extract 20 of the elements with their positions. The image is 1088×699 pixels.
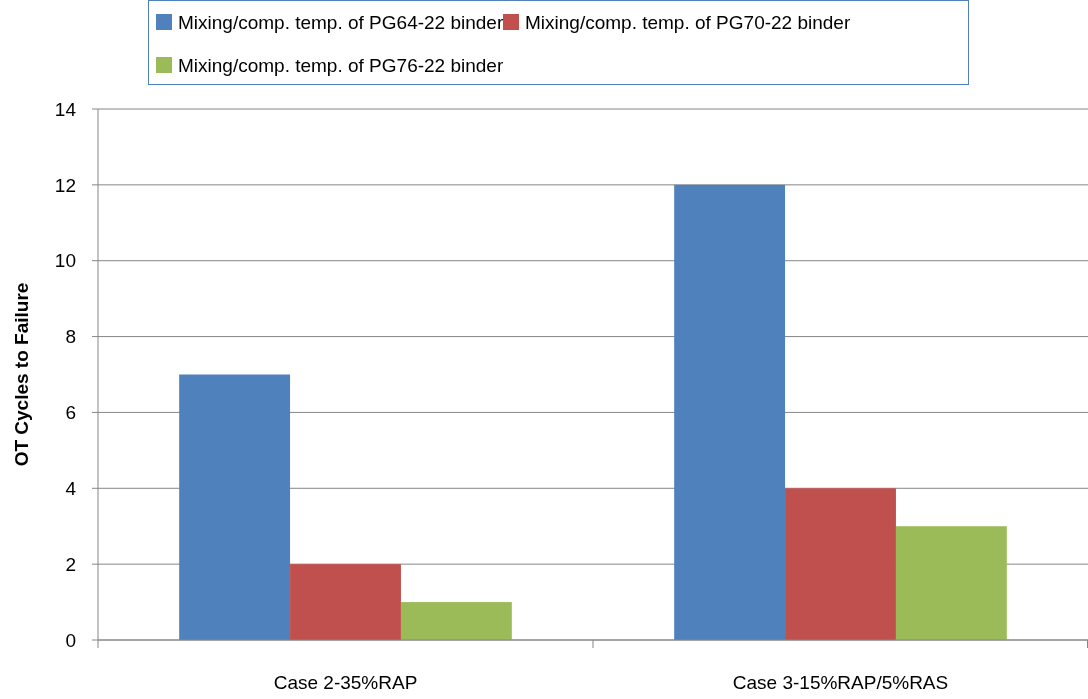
bar (290, 564, 401, 640)
legend-label: Mixing/comp. temp. of PG70-22 binder (525, 11, 851, 33)
bar (674, 184, 786, 640)
bar (785, 488, 896, 640)
bar (179, 374, 291, 640)
y-tick-label: 6 (65, 402, 76, 424)
y-tick-label: 12 (54, 174, 76, 196)
y-axis-title: OT Cycles to Failure (11, 282, 32, 467)
x-tick-label: Case 3-15%RAP/5%RAS (732, 672, 949, 693)
y-tick-label: 0 (65, 629, 76, 651)
legend-label: Mixing/comp. temp. of PG64-22 binder (178, 11, 504, 33)
y-tick-label: 8 (65, 326, 76, 348)
y-tick-label: 14 (54, 98, 77, 120)
bar (400, 602, 512, 640)
legend-label: Mixing/comp. temp. of PG76-22 binder (178, 54, 504, 76)
y-tick-label: 2 (65, 553, 76, 575)
y-tick-label: 4 (65, 477, 77, 499)
bar (895, 526, 1007, 640)
y-tick-label: 10 (54, 250, 76, 272)
x-tick-label: Case 2-35%RAP (273, 672, 418, 693)
